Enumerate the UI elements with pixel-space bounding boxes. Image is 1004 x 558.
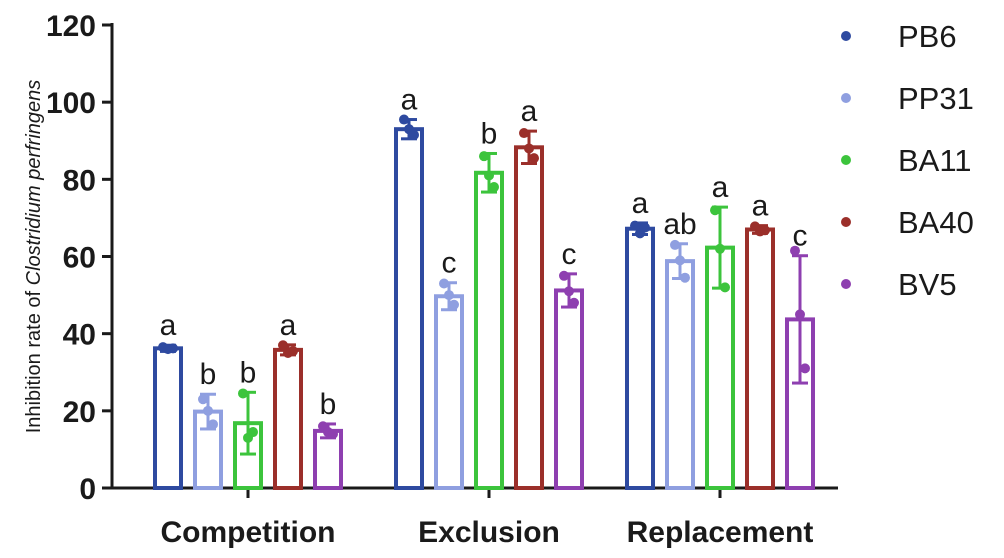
- data-point: [399, 114, 409, 125]
- data-point: [710, 205, 720, 216]
- y-axis-title-prefix: Inhibition rate of: [23, 285, 45, 433]
- significance-label: a: [280, 309, 297, 342]
- bar-ba40: [514, 145, 544, 490]
- y-axis-title: Inhibition rate of Clostridium perfringe…: [23, 80, 45, 434]
- data-point: [484, 170, 494, 181]
- y-tick-label: 120: [46, 10, 96, 43]
- significance-label: a: [712, 171, 729, 204]
- y-axis-title-species: Clostridium perfringens: [23, 80, 45, 286]
- data-point: [479, 151, 489, 162]
- significance-label: a: [521, 95, 538, 128]
- data-point: [238, 388, 248, 399]
- data-point: [208, 419, 218, 430]
- bar-ba11: [474, 170, 504, 490]
- significance-label: c: [793, 220, 808, 253]
- legend-label: BA11: [898, 143, 972, 178]
- bar-pb6: [394, 127, 424, 491]
- data-point: [449, 299, 459, 310]
- y-tick-label: 20: [63, 396, 96, 429]
- category-label: Competition: [161, 516, 336, 549]
- bar-pp31: [434, 294, 464, 491]
- data-point: [670, 239, 680, 250]
- significance-label: b: [481, 117, 498, 150]
- data-point: [564, 286, 574, 297]
- data-point: [529, 153, 539, 164]
- legend-label: PP31: [898, 81, 974, 116]
- data-point: [559, 270, 569, 281]
- legend-marker: [841, 93, 851, 103]
- bar-bv5: [313, 428, 343, 490]
- data-point: [328, 428, 338, 439]
- data-point: [675, 255, 685, 266]
- data-point: [795, 309, 805, 320]
- y-tick-label: 40: [63, 319, 96, 352]
- y-tick-label: 100: [46, 87, 96, 120]
- data-point: [444, 290, 454, 301]
- significance-label: b: [240, 356, 257, 389]
- category-label: Exclusion: [418, 516, 560, 549]
- data-point: [439, 278, 449, 289]
- legend-label: BV5: [898, 267, 957, 302]
- bar-ba40: [745, 227, 775, 490]
- bar-pb6: [153, 346, 183, 490]
- legend-label: BA40: [898, 205, 974, 240]
- data-point: [720, 282, 730, 293]
- data-point: [168, 343, 178, 354]
- data-point: [288, 346, 298, 357]
- data-point: [640, 222, 650, 233]
- significance-label: c: [562, 238, 577, 271]
- data-point: [203, 405, 213, 416]
- legend-marker: [841, 217, 851, 227]
- significance-label: a: [401, 84, 418, 117]
- y-tick-label: 60: [63, 242, 96, 275]
- bar-bv5: [554, 288, 584, 490]
- legend-marker: [841, 31, 851, 41]
- y-tick-label: 0: [79, 473, 96, 506]
- bar-ba40: [273, 347, 303, 490]
- data-point: [409, 129, 419, 140]
- data-point: [790, 245, 800, 256]
- data-point: [680, 272, 690, 283]
- bar-pp31: [665, 259, 695, 490]
- legend-label: PB6: [898, 19, 957, 54]
- data-point: [715, 243, 725, 254]
- data-point: [760, 225, 770, 236]
- significance-label: b: [200, 358, 217, 391]
- significance-label: a: [752, 190, 769, 223]
- significance-label: ab: [663, 208, 696, 241]
- significance-label: c: [442, 247, 457, 280]
- y-tick-label: 80: [63, 164, 96, 197]
- legend-marker: [841, 155, 851, 165]
- data-point: [800, 363, 810, 374]
- category-label: Replacement: [627, 516, 814, 549]
- significance-label: a: [632, 187, 649, 220]
- data-point: [198, 394, 208, 405]
- data-point: [278, 340, 288, 351]
- data-point: [489, 182, 499, 193]
- data-point: [569, 297, 579, 308]
- data-point: [524, 143, 534, 154]
- significance-label: b: [320, 388, 337, 421]
- legend-marker: [841, 279, 851, 289]
- data-point: [630, 220, 640, 231]
- data-point: [248, 427, 258, 438]
- significance-label: a: [160, 309, 177, 342]
- data-point: [519, 128, 529, 139]
- bar-pb6: [625, 226, 655, 490]
